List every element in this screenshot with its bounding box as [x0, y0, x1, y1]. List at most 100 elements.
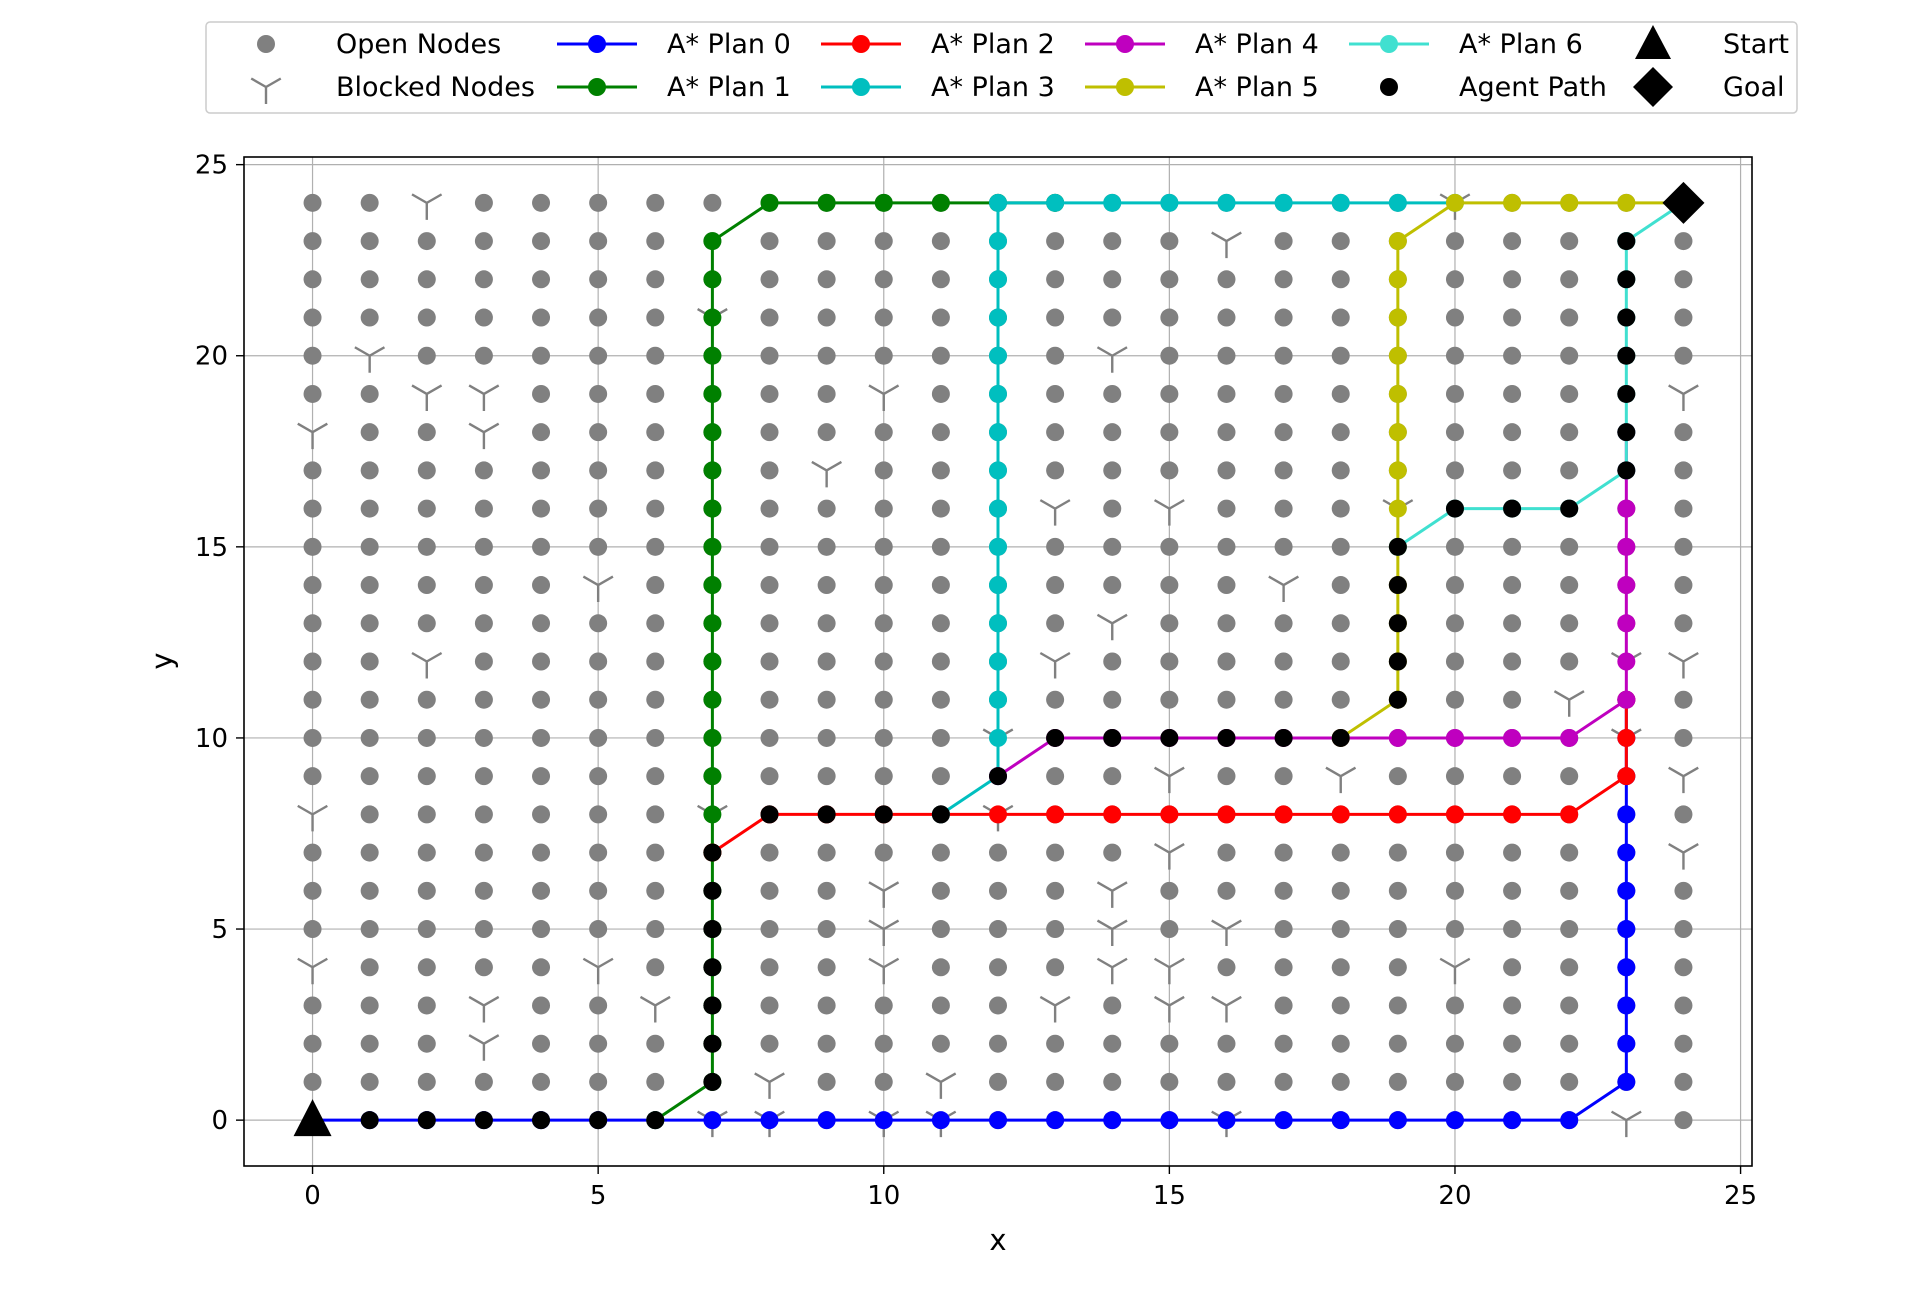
open-node	[474, 537, 493, 556]
plan-point-3	[989, 499, 1007, 518]
open-node	[646, 232, 665, 251]
y-tick-label: 5	[211, 915, 228, 945]
open-node	[1560, 232, 1579, 251]
open-node	[303, 270, 322, 289]
blocked-node	[411, 651, 443, 679]
open-node	[760, 690, 779, 709]
open-node	[589, 270, 608, 289]
blocked-node	[411, 384, 443, 411]
y-axis-ticks: 0 5 10 15 20 25	[195, 151, 244, 1136]
open-node	[1674, 1111, 1693, 1130]
open-node	[303, 499, 322, 518]
open-node	[931, 652, 950, 671]
open-node	[1046, 920, 1065, 939]
plan-point-3	[989, 384, 1007, 403]
open-node	[817, 767, 836, 786]
open-node	[417, 1034, 436, 1053]
plan-point-4	[1445, 728, 1464, 747]
plan-point-2	[1046, 805, 1065, 824]
open-node	[303, 537, 322, 556]
plan-point-0	[1046, 1111, 1065, 1130]
plan-point-3	[1103, 193, 1122, 212]
agent-path-point	[1617, 308, 1636, 327]
open-node	[1503, 614, 1522, 633]
open-node	[474, 881, 493, 900]
blocked-node	[1668, 651, 1699, 679]
open-node	[817, 920, 836, 939]
open-node	[1274, 1072, 1293, 1091]
open-node	[989, 843, 1007, 862]
legend: Open Nodes Blocked Nodes A* Plan 0 A* Plan …	[205, 21, 1798, 114]
open-node	[303, 614, 322, 633]
open-node	[874, 308, 893, 327]
open-node	[474, 614, 493, 633]
legend-marker	[257, 35, 275, 53]
plan-point-0	[989, 1111, 1007, 1130]
open-node	[1046, 843, 1065, 862]
open-node	[1388, 920, 1407, 939]
blocked-node	[811, 460, 843, 488]
open-node	[1217, 461, 1236, 480]
plan-point-1	[703, 576, 722, 595]
agent-path-point	[703, 996, 722, 1015]
legend-label: Blocked Nodes	[336, 72, 535, 103]
open-node	[474, 652, 493, 671]
open-node	[1331, 614, 1350, 633]
open-node	[760, 652, 779, 671]
open-node	[1217, 423, 1236, 442]
open-node	[1331, 270, 1350, 289]
open-node	[360, 193, 379, 212]
goal-marker	[1662, 181, 1705, 224]
open-node	[931, 690, 950, 709]
open-node	[1160, 232, 1179, 251]
open-node	[303, 1072, 322, 1091]
open-node	[1103, 537, 1122, 556]
open-node	[1160, 614, 1179, 633]
open-node	[1331, 1034, 1350, 1053]
plan-point-5	[1388, 499, 1407, 518]
open-node	[589, 920, 608, 939]
plan-point-1	[703, 614, 722, 633]
open-node	[417, 346, 436, 365]
open-node	[303, 843, 322, 862]
open-node	[1674, 1072, 1693, 1091]
blocked-node	[297, 957, 328, 985]
open-node	[646, 881, 665, 900]
plan-point-1	[703, 805, 722, 824]
open-node	[360, 881, 379, 900]
open-node	[1217, 958, 1236, 977]
blocked-node	[868, 957, 900, 985]
plan-point-3	[989, 308, 1007, 327]
open-node	[817, 232, 836, 251]
open-node	[1674, 308, 1693, 327]
open-node	[1217, 652, 1236, 671]
x-tick-label: 0	[304, 1181, 321, 1211]
open-node	[1103, 461, 1122, 480]
plan-point-0	[1560, 1111, 1579, 1130]
agent-path-point	[1274, 728, 1293, 747]
agent-path-point	[703, 1034, 722, 1053]
open-node	[1274, 690, 1293, 709]
open-node	[760, 614, 779, 633]
open-node	[1046, 423, 1065, 442]
open-node	[532, 614, 551, 633]
open-node	[760, 270, 779, 289]
open-node	[931, 767, 950, 786]
plan-point-1	[703, 499, 722, 518]
agent-path-point	[1617, 461, 1636, 480]
open-node	[817, 537, 836, 556]
open-node	[931, 843, 950, 862]
agent-path-point	[703, 1072, 722, 1091]
open-node	[417, 232, 436, 251]
open-node	[1560, 843, 1579, 862]
open-node	[1274, 461, 1293, 480]
open-node	[1388, 958, 1407, 977]
open-node	[1160, 308, 1179, 327]
plan-point-5	[1617, 193, 1636, 212]
plan-point-3	[989, 537, 1007, 556]
open-node	[817, 690, 836, 709]
open-node	[874, 346, 893, 365]
open-node	[931, 270, 950, 289]
open-node	[874, 1072, 893, 1091]
plan-point-1	[931, 193, 950, 212]
